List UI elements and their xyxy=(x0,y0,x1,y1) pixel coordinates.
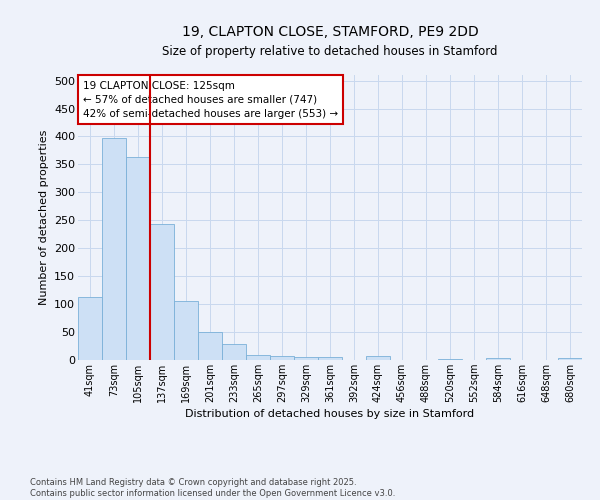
Bar xyxy=(270,356,294,360)
Bar xyxy=(102,138,126,360)
Bar xyxy=(150,224,174,360)
Bar xyxy=(366,356,390,360)
Text: Size of property relative to detached houses in Stamford: Size of property relative to detached ho… xyxy=(162,45,498,58)
Text: 19 CLAPTON CLOSE: 125sqm
← 57% of detached houses are smaller (747)
42% of semi-: 19 CLAPTON CLOSE: 125sqm ← 57% of detach… xyxy=(83,80,338,118)
Bar xyxy=(198,332,222,360)
Bar xyxy=(318,356,342,360)
Bar xyxy=(126,157,150,360)
Text: Contains HM Land Registry data © Crown copyright and database right 2025.
Contai: Contains HM Land Registry data © Crown c… xyxy=(30,478,395,498)
Bar xyxy=(246,355,270,360)
Bar xyxy=(486,358,510,360)
Bar xyxy=(558,358,582,360)
Bar xyxy=(174,302,198,360)
Bar xyxy=(222,344,246,360)
Text: 19, CLAPTON CLOSE, STAMFORD, PE9 2DD: 19, CLAPTON CLOSE, STAMFORD, PE9 2DD xyxy=(182,25,478,39)
Bar xyxy=(294,356,318,360)
Bar xyxy=(78,298,102,360)
Bar xyxy=(438,359,462,360)
X-axis label: Distribution of detached houses by size in Stamford: Distribution of detached houses by size … xyxy=(185,409,475,419)
Y-axis label: Number of detached properties: Number of detached properties xyxy=(38,130,49,305)
